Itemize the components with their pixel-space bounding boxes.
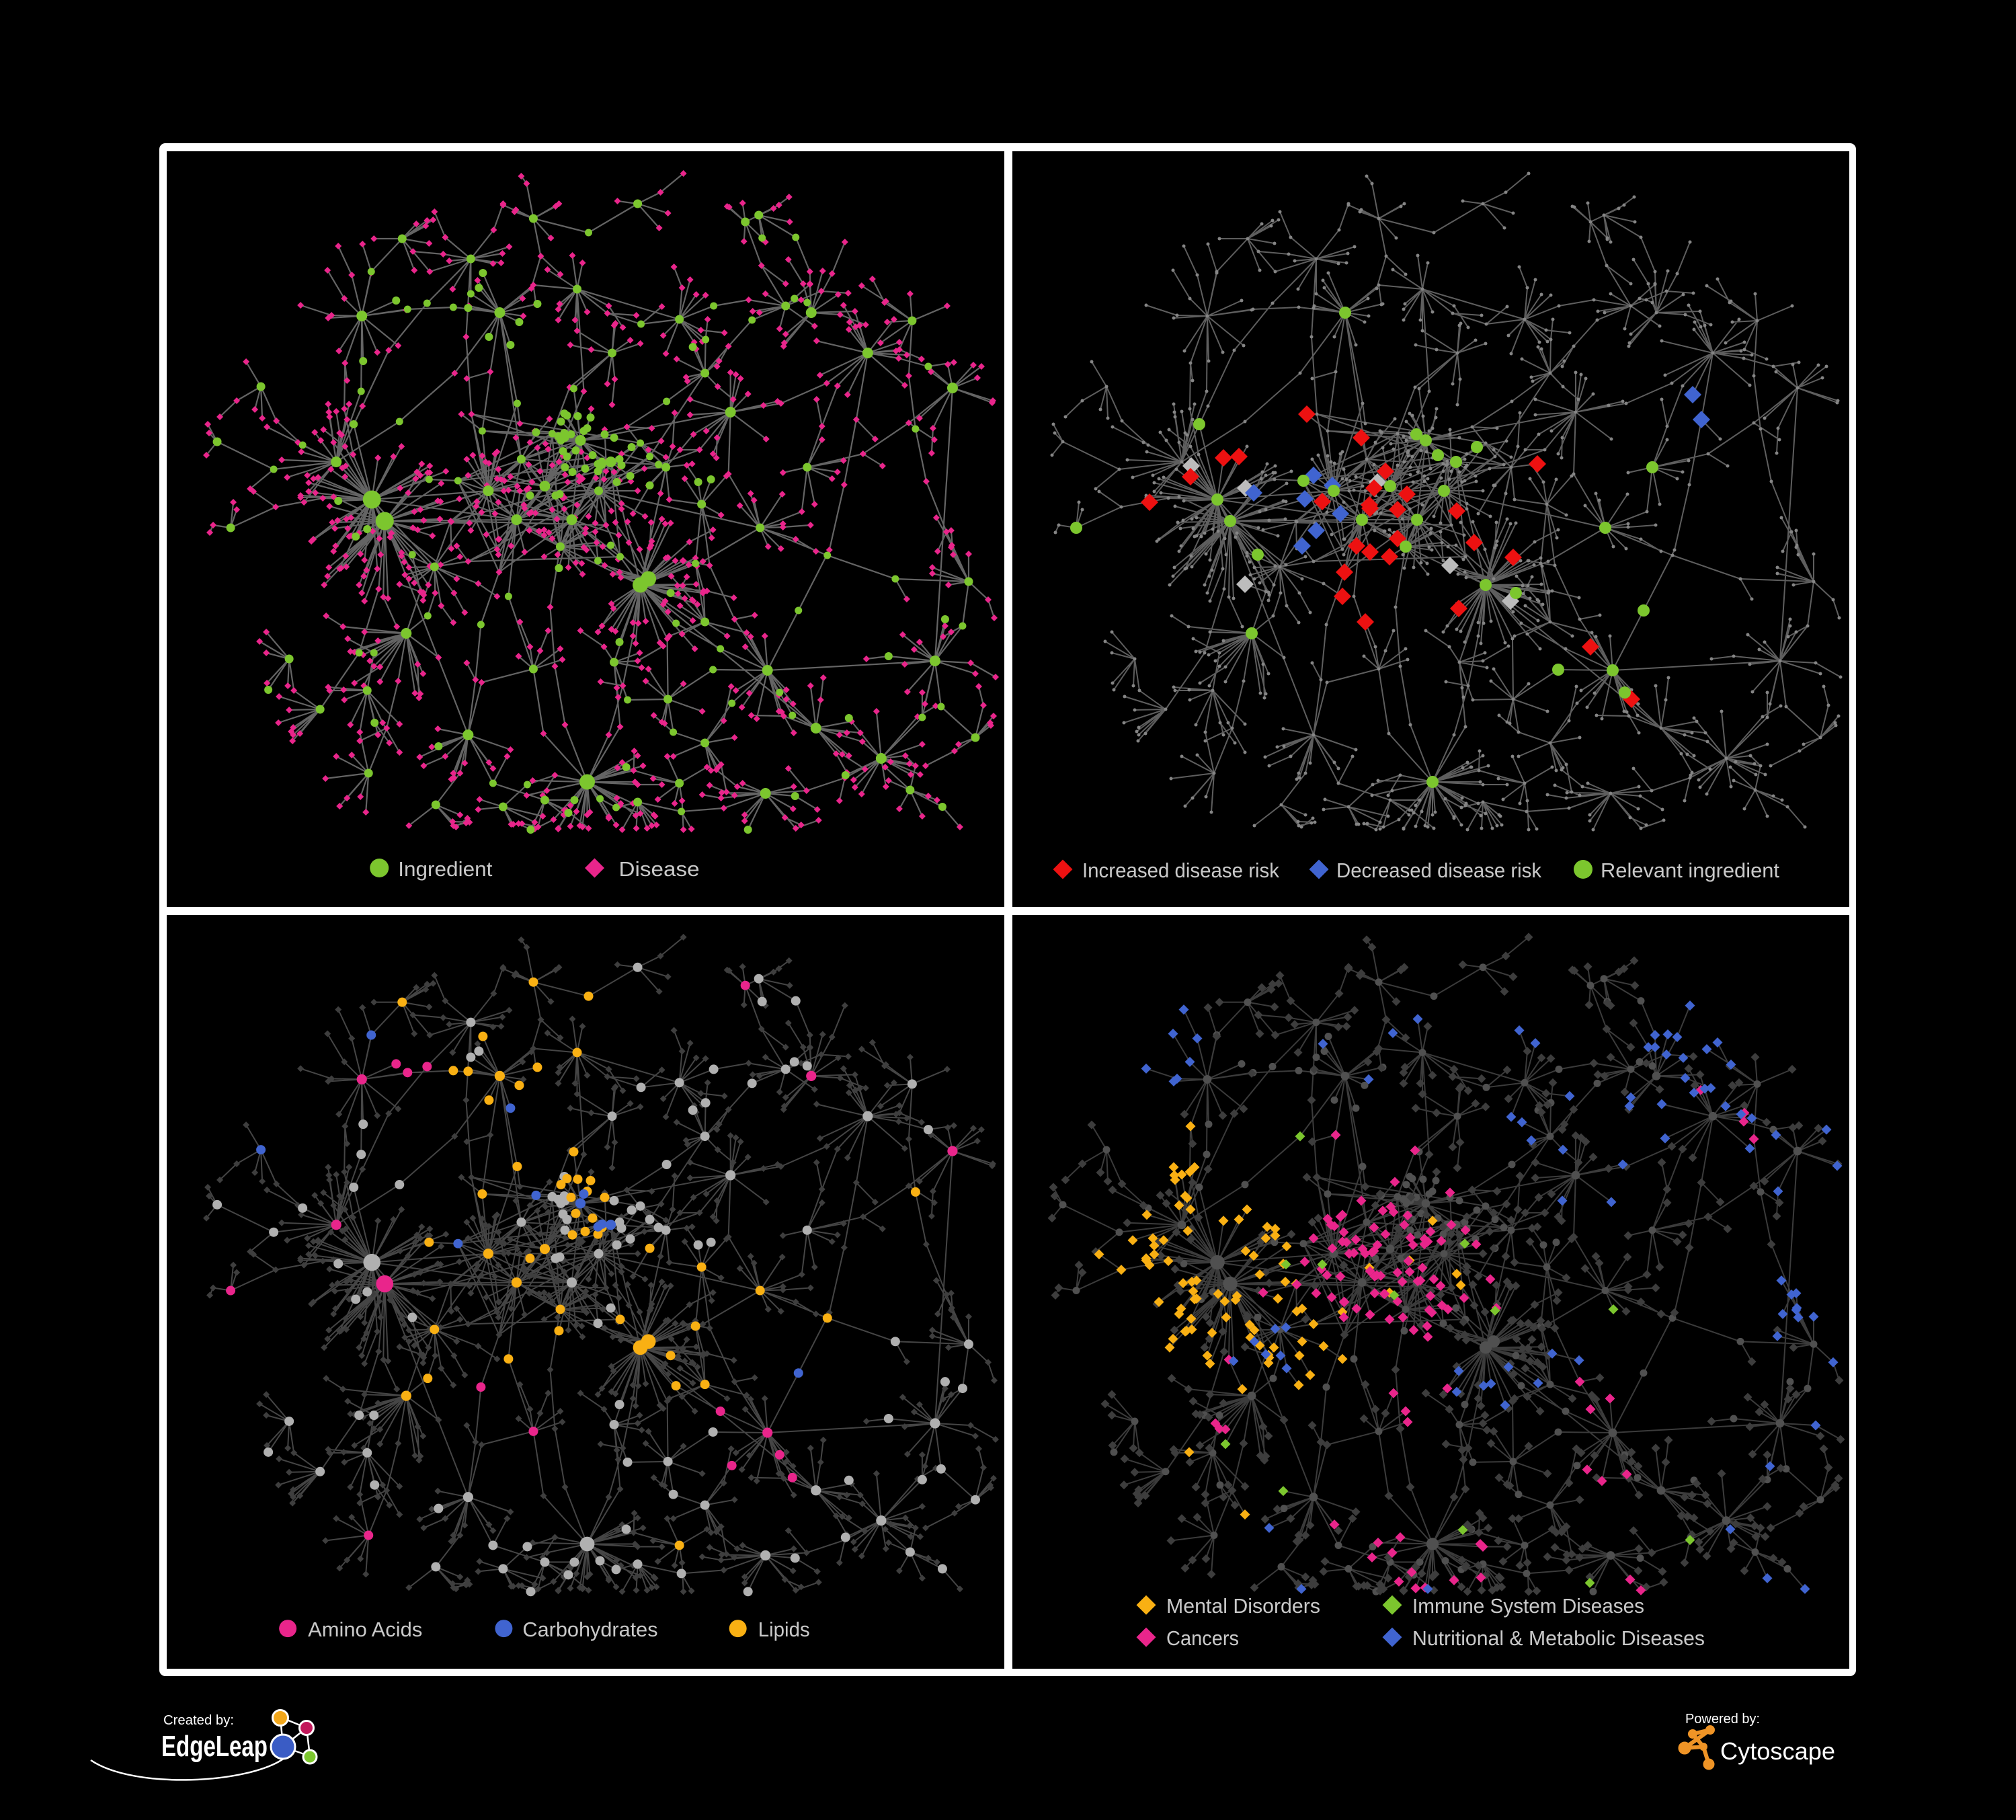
svg-text:Created by:: Created by: <box>163 1713 234 1728</box>
svg-text:Immune System Diseases: Immune System Diseases <box>1412 1594 1644 1618</box>
svg-text:Disease: Disease <box>619 857 700 881</box>
svg-text:Lipids: Lipids <box>758 1618 810 1641</box>
svg-text:Ingredient: Ingredient <box>398 857 492 881</box>
svg-text:EdgeLeap: EdgeLeap <box>161 1730 268 1763</box>
svg-text:Cytoscape: Cytoscape <box>1720 1737 1835 1765</box>
svg-text:Amino Acids: Amino Acids <box>308 1618 422 1641</box>
svg-text:Nutritional & Metabolic Diseas: Nutritional & Metabolic Diseases <box>1412 1626 1705 1650</box>
svg-text:Increased disease risk: Increased disease risk <box>1082 859 1279 882</box>
svg-text:Decreased disease risk: Decreased disease risk <box>1336 859 1541 882</box>
svg-text:Carbohydrates: Carbohydrates <box>522 1618 657 1641</box>
svg-text:Relevant ingredient: Relevant ingredient <box>1601 859 1779 882</box>
svg-text:Powered by:: Powered by: <box>1685 1712 1760 1727</box>
svg-text:Mental Disorders: Mental Disorders <box>1166 1594 1320 1618</box>
svg-text:Cancers: Cancers <box>1166 1626 1239 1650</box>
